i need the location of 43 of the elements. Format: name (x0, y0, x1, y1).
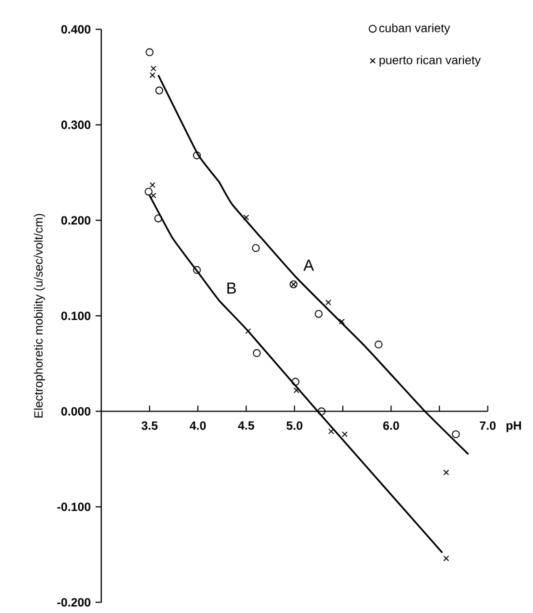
point (150, 72, 156, 78)
point (328, 428, 334, 434)
x-tick-label: 6.0 (383, 421, 399, 430)
point (154, 214, 162, 222)
x-tick-label: 4.0 (190, 421, 206, 430)
point (374, 340, 382, 348)
point (443, 555, 450, 562)
y-axis-title: Electrophoretic mobility (u/sec/volt/cm) (34, 214, 46, 418)
y-tick-label: 0.300 (61, 120, 90, 130)
x-tick-label: 4.5 (238, 421, 254, 430)
y-tick-label: -0.200 (57, 598, 90, 607)
point (443, 470, 450, 476)
point (325, 300, 332, 306)
point (314, 310, 323, 318)
point (146, 48, 154, 56)
point (342, 431, 348, 438)
y-tick-label: 0.100 (61, 312, 90, 320)
y-tick-label: -0.100 (57, 502, 90, 512)
annotation: A (303, 260, 314, 271)
y-tick-label: 0.200 (61, 216, 90, 225)
legend-label: cuban variety (379, 23, 450, 35)
point (144, 188, 153, 196)
point (338, 318, 345, 324)
point (150, 66, 156, 72)
y-tick-label: 0.400 (61, 25, 90, 34)
x-tick-label: 3.5 (142, 421, 158, 430)
point (294, 387, 300, 394)
point (292, 378, 300, 386)
point (452, 430, 460, 438)
point (318, 407, 326, 416)
y-tick-label: 0.000 (61, 407, 90, 416)
legend-label: puerto rican variety (380, 55, 481, 67)
x-axis-title: pH (506, 421, 521, 432)
point (252, 349, 261, 358)
point (150, 182, 156, 188)
point (252, 244, 260, 252)
point (243, 214, 250, 220)
x-tick-label: 7.0 (480, 421, 496, 430)
point (192, 151, 201, 160)
annotation: B (227, 282, 236, 294)
x-tick-label: 5.0 (286, 421, 302, 430)
point (155, 86, 164, 94)
point (192, 266, 201, 274)
